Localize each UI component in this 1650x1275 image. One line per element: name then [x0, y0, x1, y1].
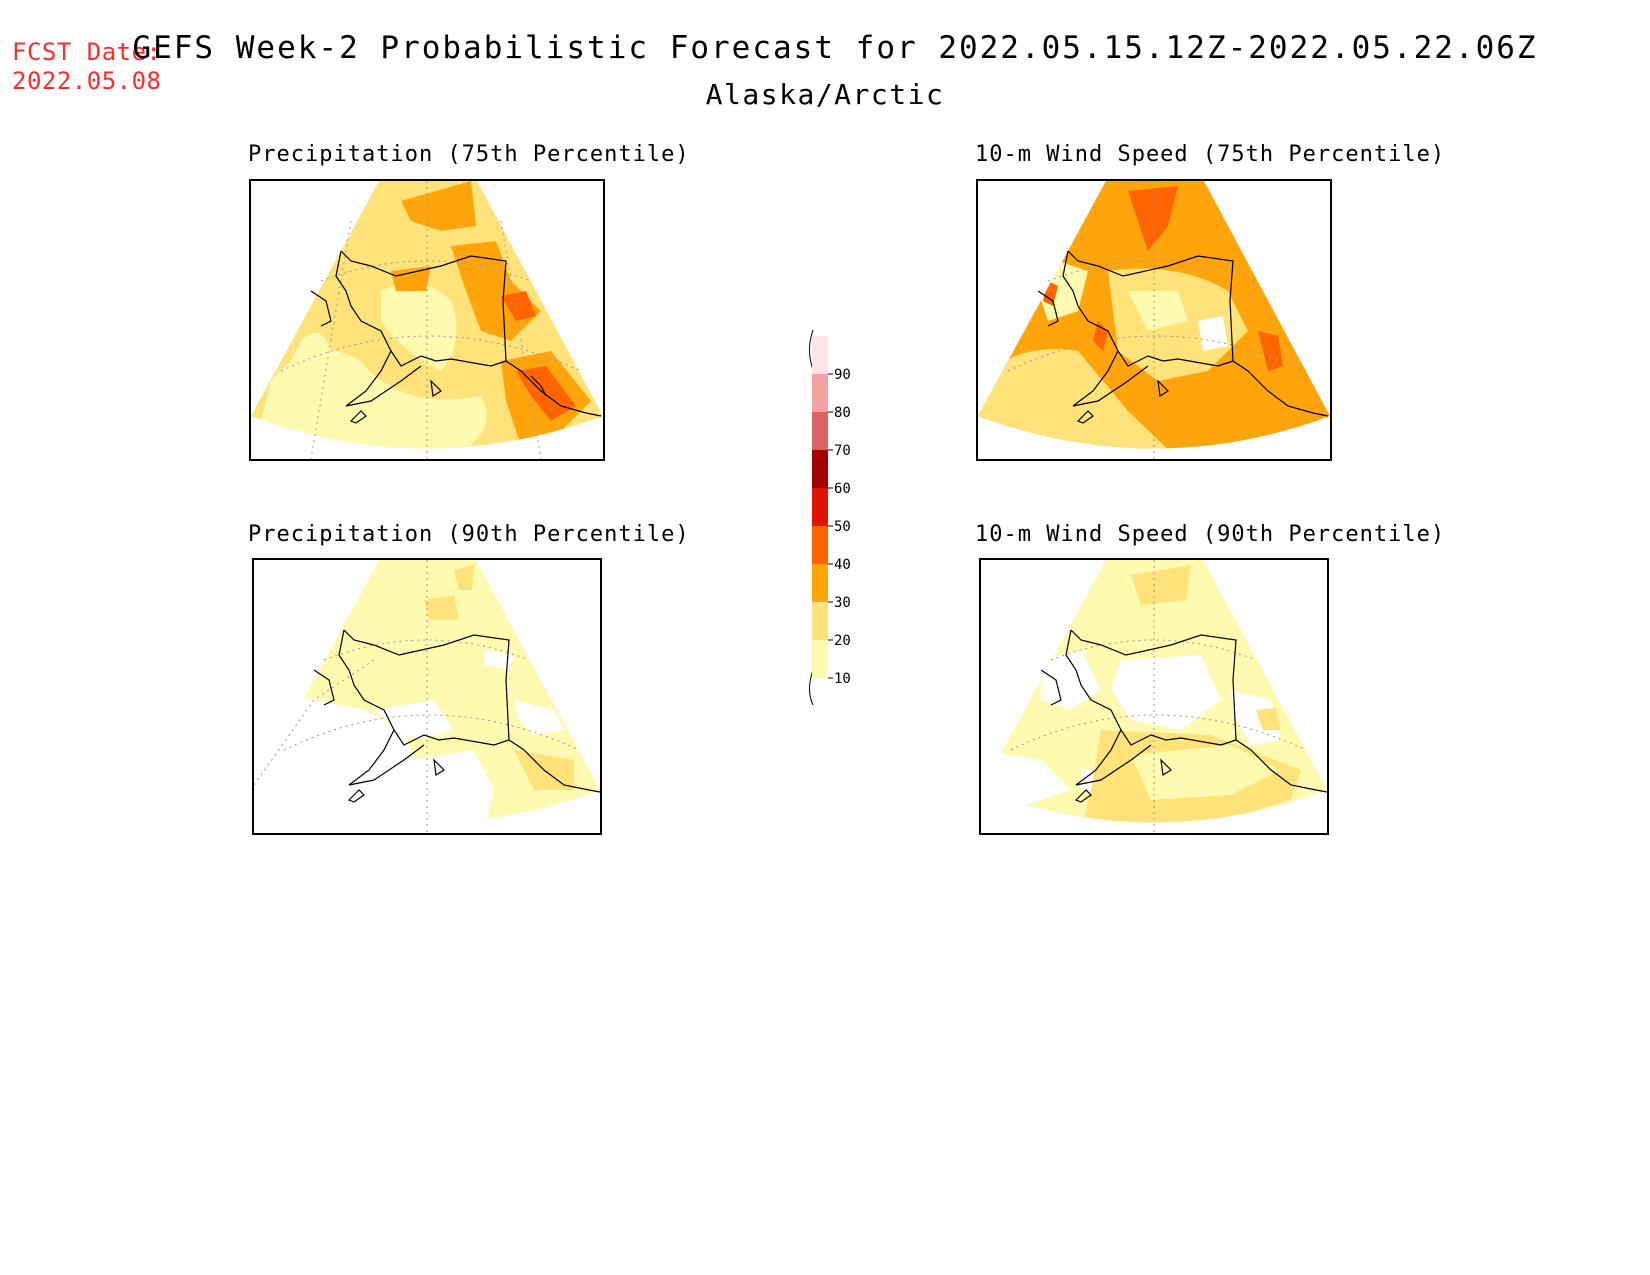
colorbar-label-80: 80 [834, 405, 851, 421]
colorbar-label-50: 50 [834, 519, 851, 535]
colorbar-label-90: 90 [834, 367, 851, 383]
map-wind-75 [978, 181, 1330, 459]
colorbar-level-70-80 [812, 412, 828, 450]
map-wind-90 [981, 560, 1327, 833]
main-title-row: GEFS Week-2 Probabilistic Forecast for 2… [0, 30, 1650, 66]
colorbar-label-70: 70 [834, 443, 851, 459]
panel-title-precip-75: Precipitation (75th Percentile) [248, 142, 690, 167]
panel-title-precip-90: Precipitation (90th Percentile) [248, 522, 690, 547]
forecast-date-label: FCST Date: [12, 38, 162, 66]
colorbar-level-30-40 [812, 564, 828, 602]
colorbar-top-cap [809, 330, 814, 371]
colorbar-level-60-70 [812, 450, 828, 488]
colorbar-label-60: 60 [834, 481, 851, 497]
map-panel-wind-90 [979, 558, 1329, 835]
colorbar-bottom-cap [809, 669, 814, 706]
map-panel-precip-90 [252, 558, 602, 835]
colorbar-level-80-90 [812, 374, 828, 412]
colorbar-level->90 [812, 336, 828, 374]
colorbar-label-10: 10 [834, 671, 851, 687]
colorbar-level-10-20 [812, 640, 828, 678]
colorbar-label-20: 20 [834, 633, 851, 649]
region-title: Alaska/Arctic [705, 78, 945, 111]
colorbar-label-40: 40 [834, 557, 851, 573]
map-panel-precip-75 [249, 179, 605, 461]
forecast-date-value: 2022.05.08 [12, 67, 162, 95]
colorbar-level-50-60 [812, 488, 828, 526]
map-precip-75 [251, 181, 603, 459]
colorbar-level-20-30 [812, 602, 828, 640]
colorbar: 10 20 30 40 50 60 70 80 90 [809, 330, 851, 706]
colorbar-level-40-50 [812, 526, 828, 564]
colorbar-label-30: 30 [834, 595, 851, 611]
panel-title-wind-75: 10-m Wind Speed (75th Percentile) [975, 142, 1446, 167]
map-panel-wind-75 [976, 179, 1332, 461]
forecast-date-block: FCST Date: 2022.05.08 [12, 38, 162, 96]
map-precip-90 [254, 560, 600, 833]
main-title: GEFS Week-2 Probabilistic Forecast for 2… [132, 30, 1538, 66]
panel-title-wind-90: 10-m Wind Speed (90th Percentile) [975, 522, 1446, 547]
